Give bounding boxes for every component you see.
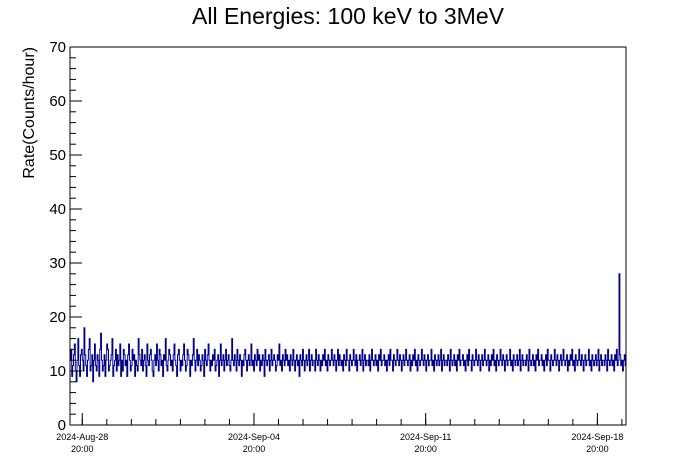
chart-title: All Energies: 100 keV to 3MeV <box>192 3 505 29</box>
x-tick-date-label: 2024-Aug-28 <box>56 432 108 442</box>
x-axis: 2024-Aug-28 20:00 2024-Sep-04 20:00 2024-Sep… <box>56 413 623 454</box>
x-tick-date-label: 2024-Sep-18 <box>571 432 623 442</box>
x-tick-time-label: 20:00 <box>71 444 94 454</box>
series-layer <box>70 273 626 383</box>
y-tick-label: 60 <box>49 93 66 110</box>
plot-frame <box>69 46 627 426</box>
x-tick-date-label: 2024-Sep-11 <box>400 432 451 442</box>
rate-series-line <box>70 273 626 383</box>
y-tick-label: 30 <box>49 255 66 272</box>
x-tick-date-label: 2024-Sep-04 <box>228 432 280 442</box>
y-tick-label: 10 <box>49 363 66 380</box>
x-tick-time-label: 20:00 <box>243 444 266 454</box>
y-tick-label: 70 <box>49 39 66 56</box>
x-tick-time-label: 20:00 <box>586 444 609 454</box>
y-axis-label: Rate(Counts/hour) <box>21 47 38 179</box>
y-tick-label: 0 <box>58 417 66 434</box>
x-tick-time-label: 20:00 <box>414 444 437 454</box>
y-tick-label: 20 <box>49 309 66 326</box>
y-axis: 0 10 20 30 40 50 60 70 <box>49 39 82 434</box>
y-tick-label: 50 <box>49 147 66 164</box>
y-tick-label: 40 <box>49 201 66 218</box>
